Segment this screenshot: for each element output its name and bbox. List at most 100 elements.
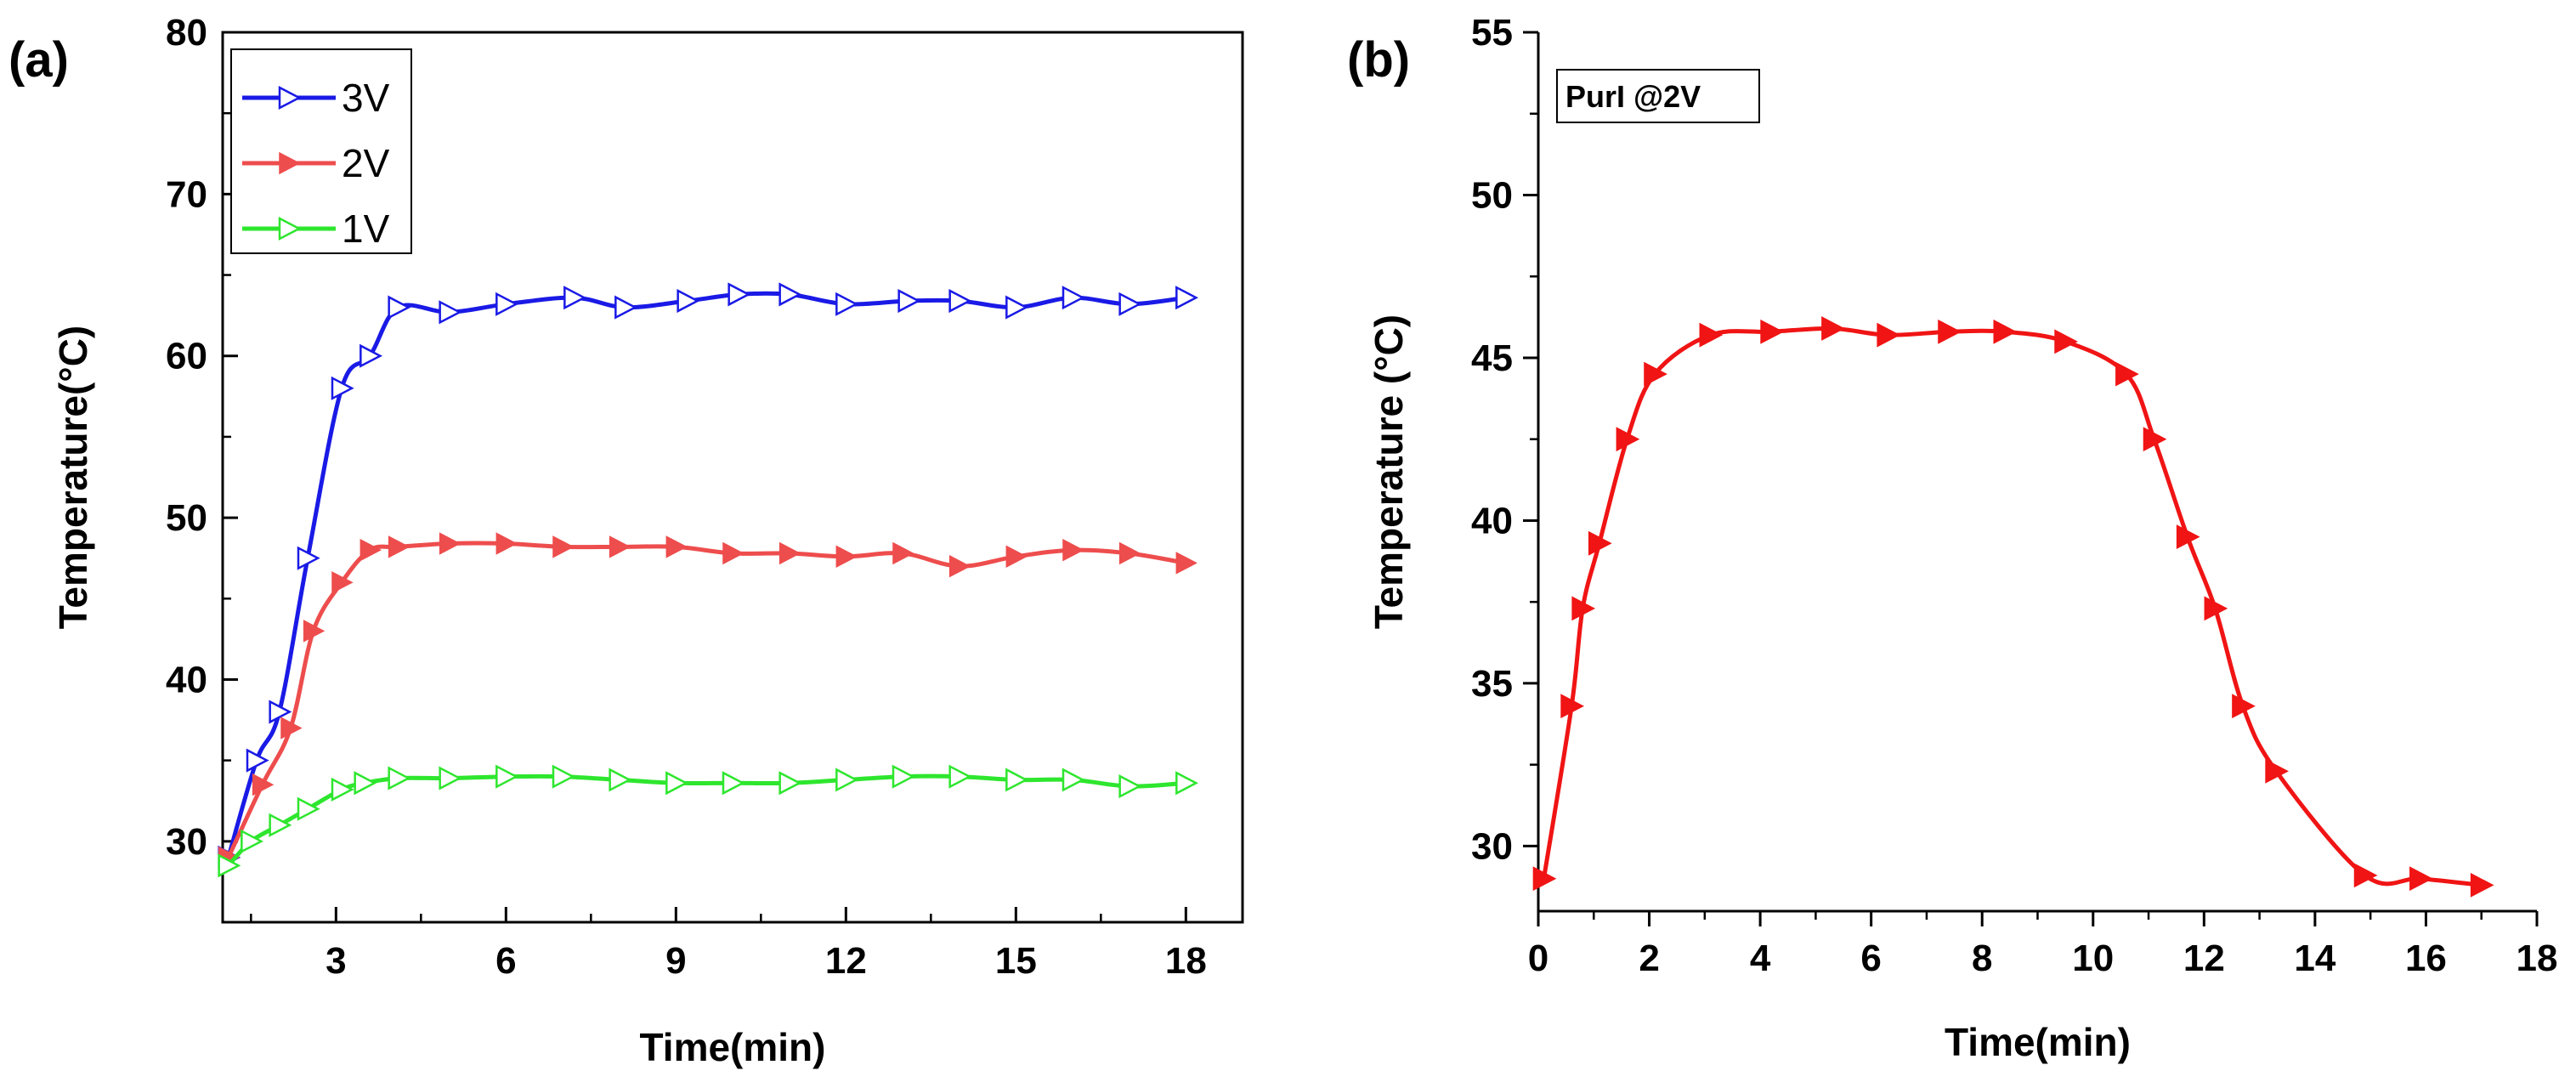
data-point xyxy=(552,764,575,789)
data-point xyxy=(563,286,587,310)
series-3v xyxy=(218,282,1199,870)
panel-b-axes xyxy=(1537,32,2537,913)
data-point xyxy=(614,295,638,320)
x-tick-label: 0 xyxy=(1528,938,1548,979)
data-point xyxy=(1005,295,1029,320)
x-tick-label: 6 xyxy=(495,940,516,982)
data-point xyxy=(1699,322,1724,348)
legend-swatch-marker xyxy=(278,85,302,110)
panel-b-label: (b) xyxy=(1347,32,1410,88)
data-point xyxy=(280,717,303,739)
data-point xyxy=(252,773,275,796)
data-point xyxy=(1005,768,1029,792)
data-point xyxy=(388,766,411,790)
data-point xyxy=(2265,758,2290,784)
panel-b-y-ticks: 30 35 40 45 50 55 xyxy=(1471,12,1538,867)
data-point xyxy=(360,538,382,562)
data-point xyxy=(2470,872,2494,898)
data-point xyxy=(2204,596,2228,621)
data-point xyxy=(897,288,921,314)
data-point xyxy=(354,771,377,796)
x-tick-label: 15 xyxy=(995,940,1037,982)
data-point xyxy=(1062,286,1085,310)
annotation-text: PurI @2V xyxy=(1565,79,1701,114)
data-point xyxy=(1062,768,1085,792)
data-point xyxy=(388,295,411,320)
data-point xyxy=(303,620,326,643)
data-point xyxy=(677,288,700,314)
data-point xyxy=(722,771,745,796)
y-tick-label: 55 xyxy=(1471,12,1513,54)
data-point xyxy=(892,764,915,789)
data-point xyxy=(1062,538,1084,562)
x-tick-label: 12 xyxy=(825,940,867,982)
y-tick-label: 30 xyxy=(1471,825,1513,867)
x-tick-label: 9 xyxy=(665,940,686,982)
legend-label-2v: 2V xyxy=(342,141,390,185)
panel-b-x-axis-title: Time(min) xyxy=(1945,1020,2131,1064)
data-point xyxy=(2353,863,2378,888)
panel-a-x-axis-title: Time(min) xyxy=(640,1025,826,1069)
data-point xyxy=(1118,541,1141,565)
panel-a-label: (a) xyxy=(8,32,69,88)
legend-swatch-marker xyxy=(279,151,301,175)
x-tick-label: 2 xyxy=(1639,938,1659,979)
data-point xyxy=(331,570,354,594)
data-point xyxy=(722,541,744,565)
y-tick-label: 40 xyxy=(1471,500,1513,541)
data-point xyxy=(241,829,264,853)
series-line-3v xyxy=(226,291,1186,858)
data-point xyxy=(552,535,575,558)
legend-swatch-marker xyxy=(278,216,302,241)
data-point xyxy=(2232,694,2256,719)
series-1v xyxy=(218,764,1199,878)
data-point xyxy=(439,532,461,555)
y-tick-label: 50 xyxy=(1471,174,1513,216)
panel-a-plot-frame xyxy=(221,31,1244,924)
data-point xyxy=(1993,319,2018,344)
data-point xyxy=(331,376,354,400)
data-point xyxy=(1760,319,1784,344)
x-tick-label: 6 xyxy=(1860,938,1881,979)
data-point xyxy=(609,535,631,558)
data-point xyxy=(495,292,519,316)
y-tick-label: 35 xyxy=(1471,663,1513,705)
data-point xyxy=(1644,361,1667,387)
panel-a-legend: 3V 2V 1V xyxy=(230,48,412,254)
data-point xyxy=(439,300,462,325)
series-line-2v xyxy=(226,541,1186,858)
panel-a-y-axis-title: Temperature(°C) xyxy=(51,326,95,630)
annotation-box xyxy=(1556,69,1760,123)
data-point xyxy=(948,554,971,578)
x-tick-label: 14 xyxy=(2294,938,2335,979)
data-point xyxy=(246,748,269,773)
data-point xyxy=(1877,322,1901,348)
legend-label-3v: 3V xyxy=(342,76,390,120)
data-point xyxy=(778,771,802,796)
series-2v xyxy=(218,532,1197,870)
data-point xyxy=(1616,427,1640,452)
data-point xyxy=(835,545,858,569)
data-point xyxy=(218,853,241,878)
data-point xyxy=(778,541,801,565)
x-tick-label: 8 xyxy=(1972,938,1992,979)
data-point xyxy=(439,766,462,790)
data-point xyxy=(778,282,802,307)
data-point xyxy=(1175,286,1199,310)
y-tick-label: 45 xyxy=(1471,337,1513,379)
data-point xyxy=(665,771,689,796)
y-tick-label: 30 xyxy=(166,821,207,863)
x-tick-label: 10 xyxy=(2072,938,2114,979)
data-point xyxy=(728,282,751,307)
data-point xyxy=(2176,524,2200,550)
y-tick-label: 50 xyxy=(166,497,207,539)
panel-a-legend-box xyxy=(230,48,412,254)
panel-a-x-ticks: 3 6 9 12 15 18 xyxy=(250,907,1207,982)
data-point xyxy=(892,541,914,565)
data-point xyxy=(1118,774,1142,799)
panel-a-y-ticks: 30 40 50 60 70 80 xyxy=(166,12,238,924)
x-tick-label: 18 xyxy=(1165,940,1207,982)
panel-b: (b) 30 35 40 45 50 55 0 2 4 6 8 10 12 14 16 18 Time(mi… xyxy=(1347,12,2557,1064)
data-point xyxy=(269,813,292,837)
